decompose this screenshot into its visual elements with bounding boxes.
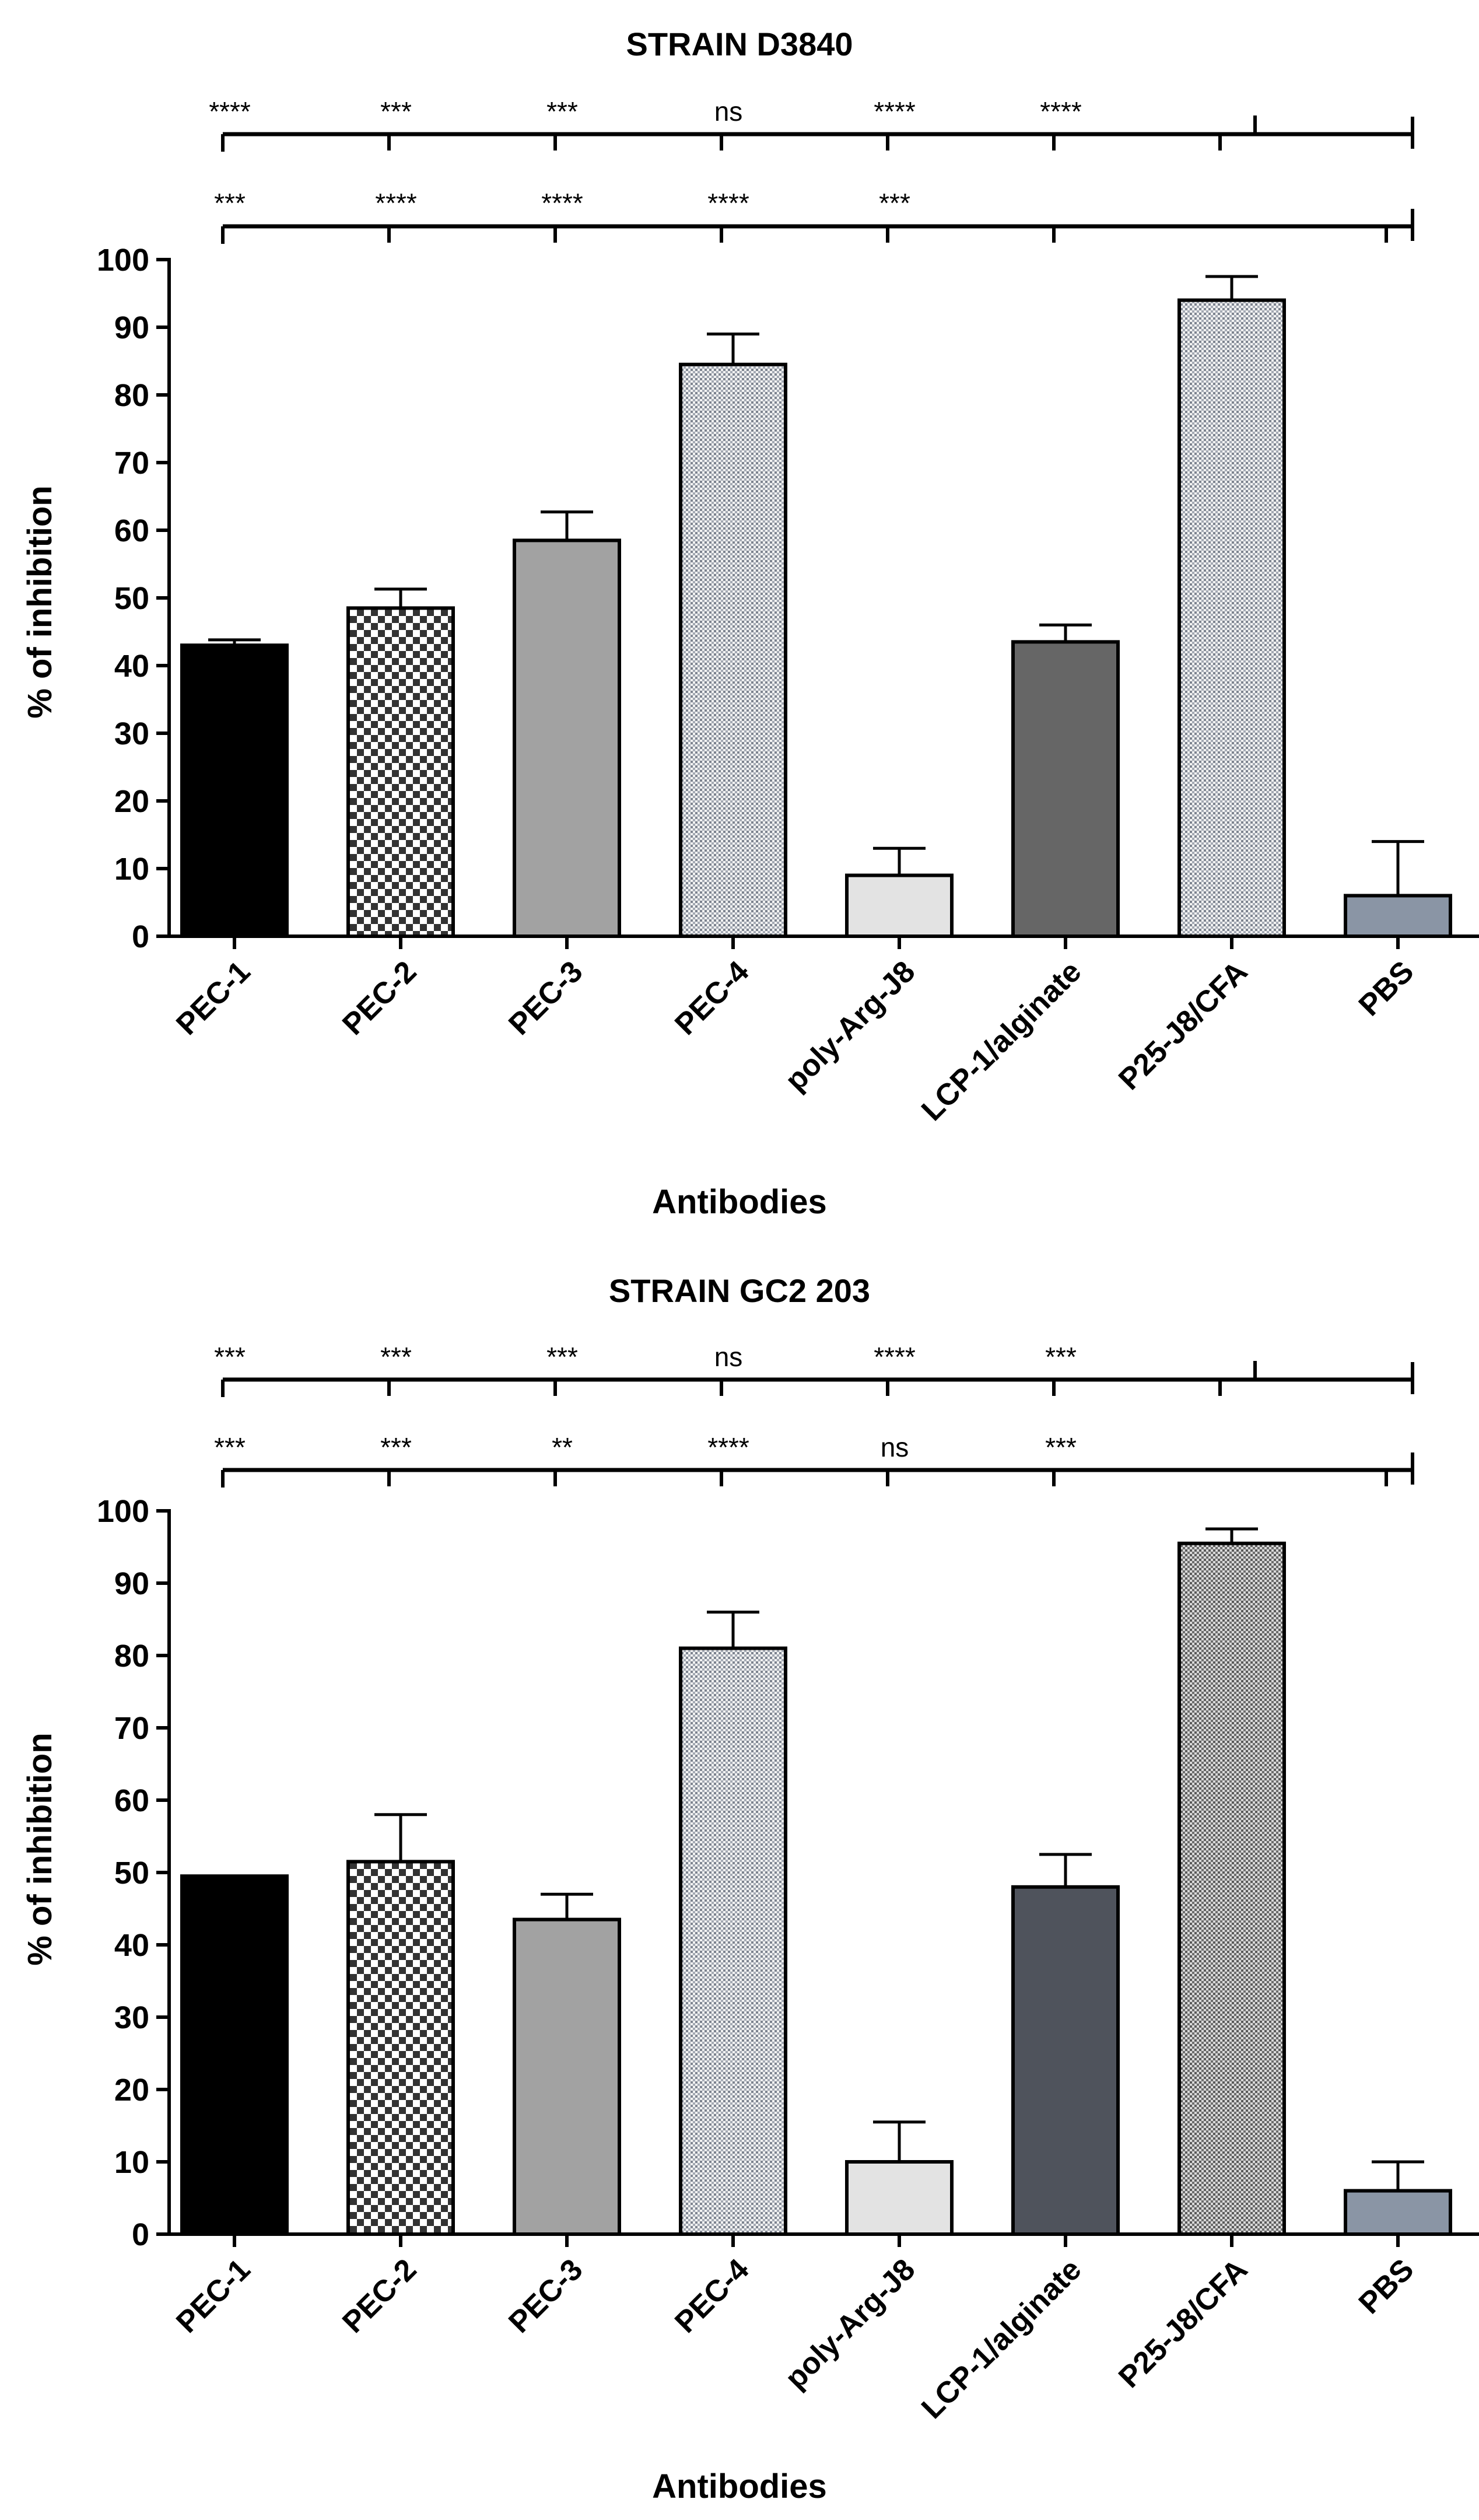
bar — [513, 538, 621, 938]
y-tick-label: 50 — [114, 1856, 149, 1891]
x-tick-label: poly-Arg-J8 — [779, 2252, 921, 2395]
x-tick-label: PEC-3 — [502, 954, 589, 1041]
y-axis-label: % of inhibition — [21, 1732, 59, 1965]
bar — [180, 643, 289, 938]
y-tick-label: 30 — [114, 2000, 149, 2035]
significance-label: ns — [881, 1432, 909, 1462]
y-tick-label: 100 — [97, 1494, 149, 1529]
significance-label: *** — [1045, 1432, 1077, 1462]
x-tick-label: LCP-1/alginate — [915, 2252, 1088, 2425]
x-tick-label: PEC-3 — [502, 2252, 589, 2339]
significance-label: *** — [380, 96, 412, 127]
chart-2: STRAIN GC2 203 *** *** *** ns **** ****** *** *… — [21, 1272, 1479, 2505]
significance-label: *** — [1045, 1342, 1077, 1372]
bar — [513, 1917, 621, 2236]
x-tick-label: poly-Arg-J8 — [779, 954, 921, 1097]
bars — [180, 1527, 1452, 2236]
y-tick-label: 70 — [114, 1711, 149, 1746]
y-axis-label: % of inhibition — [21, 485, 59, 718]
significance-label: **** — [541, 188, 583, 218]
bar — [1344, 894, 1452, 939]
significance-label: **** — [209, 96, 251, 127]
x-tick-label: PEC-4 — [668, 2252, 755, 2339]
y-tick-label: 40 — [114, 649, 149, 684]
x-axis-label: Antibodies — [652, 2468, 827, 2505]
y-tick-label: 10 — [114, 2145, 149, 2180]
x-tick-label: LCP-1/alginate — [915, 954, 1088, 1127]
y-tick-label: 40 — [114, 1928, 149, 1963]
x-tick-label: P25-J8/CFA — [1112, 954, 1254, 1096]
y-tick-label: 10 — [114, 852, 149, 887]
significance-label: ns — [714, 1342, 743, 1372]
y-tick-label: 60 — [114, 513, 149, 548]
y-tick-label: 50 — [114, 581, 149, 616]
x-tick-label: PEC-1 — [170, 954, 257, 1041]
x-tick-label: PEC-1 — [170, 2252, 257, 2339]
y-tick-label: 60 — [114, 1783, 149, 1818]
bar — [679, 362, 787, 938]
x-tick-label: PEC-4 — [668, 954, 755, 1041]
y-tick-label: 80 — [114, 378, 149, 413]
significance-label: *** — [214, 1432, 246, 1462]
significance-brackets: *** *** *** ns **** ****** *** ** **** ns *** — [214, 1342, 1414, 1488]
chart-title: STRAIN GC2 203 — [609, 1272, 870, 1309]
bar — [679, 1646, 787, 2236]
bar — [346, 1860, 455, 2236]
y-tick-label: 90 — [114, 1566, 149, 1601]
significance-label: **** — [874, 1342, 916, 1372]
significance-label: **** — [874, 96, 916, 127]
y-tick-label: 80 — [114, 1639, 149, 1674]
significance-label: *** — [380, 1432, 412, 1462]
y-tick-label: 30 — [114, 716, 149, 751]
significance-label: *** — [879, 188, 910, 218]
bar — [1011, 640, 1120, 939]
y-tick-label: 20 — [114, 784, 149, 819]
bar — [845, 2160, 954, 2236]
y-tick-label: 0 — [132, 919, 149, 954]
y-tick-label: 0 — [132, 2217, 149, 2252]
significance-label: ** — [552, 1432, 573, 1462]
significance-label: *** — [214, 188, 246, 218]
y-tick-label: 100 — [97, 243, 149, 278]
x-axis-label: Antibodies — [652, 1183, 827, 1221]
significance-label: **** — [1040, 96, 1082, 127]
significance-label: *** — [546, 1342, 578, 1372]
x-tick-label: PEC-2 — [336, 2252, 423, 2339]
x-tick-label: P25-J8/CFA — [1112, 2252, 1254, 2394]
chart-title: STRAIN D3840 — [626, 26, 853, 62]
x-tick-label: PBS — [1352, 954, 1421, 1023]
significance-label: **** — [375, 188, 417, 218]
bar — [180, 1874, 289, 2236]
significance-label: ns — [714, 96, 743, 127]
x-tick-label: PBS — [1352, 2252, 1421, 2320]
bar — [1344, 2189, 1452, 2236]
significance-label: *** — [380, 1342, 412, 1372]
bar — [1177, 1541, 1286, 2236]
y-tick-label: 90 — [114, 310, 149, 345]
bar — [1011, 1885, 1120, 2236]
y-tick-label: 20 — [114, 2073, 149, 2108]
bars — [180, 275, 1452, 939]
bar — [346, 606, 455, 938]
y-tick-label: 70 — [114, 446, 149, 481]
significance-label: **** — [707, 1432, 749, 1462]
x-tick-label: PEC-2 — [336, 954, 423, 1041]
chart-1: STRAIN D3840 **** *** *** ns **** ******* ****… — [21, 26, 1479, 1221]
significance-label: *** — [546, 96, 578, 127]
significance-label: **** — [707, 188, 749, 218]
significance-label: *** — [214, 1342, 246, 1372]
significance-brackets: **** *** *** ns **** ******* **** **** **** *** — [209, 96, 1414, 244]
bar — [1177, 298, 1286, 938]
bar — [845, 873, 954, 938]
